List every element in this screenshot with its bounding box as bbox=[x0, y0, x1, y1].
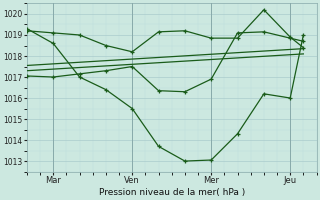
X-axis label: Pression niveau de la mer( hPa ): Pression niveau de la mer( hPa ) bbox=[99, 188, 245, 197]
